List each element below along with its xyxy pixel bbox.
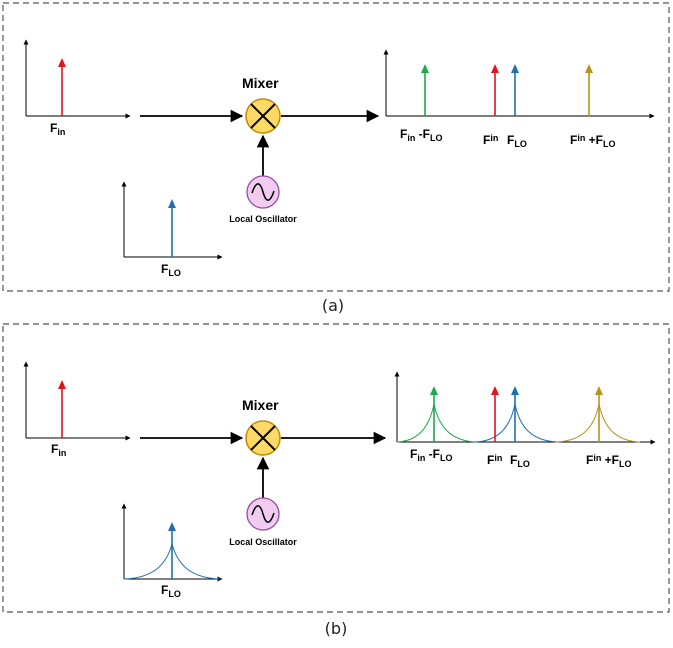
spike-arrowhead xyxy=(491,386,499,395)
fin-spike xyxy=(58,380,66,438)
oscillator-icon xyxy=(246,175,280,209)
sum-spike xyxy=(585,64,593,116)
diff-skirt xyxy=(396,403,477,443)
flo-output-label: FLO xyxy=(510,453,530,469)
fin-output-spike xyxy=(491,386,499,442)
fin-output-label: Fin xyxy=(483,133,498,147)
spike-arrowhead xyxy=(595,386,603,395)
panel-b-frame xyxy=(2,323,670,613)
panel-b-caption: (b) xyxy=(325,619,348,638)
fin-output-spike xyxy=(491,64,499,116)
panel-a-caption: (a) xyxy=(322,296,344,315)
mixer-icon xyxy=(245,98,281,134)
spike-arrowhead xyxy=(491,64,499,73)
flo-output-spike xyxy=(511,386,519,442)
mixer-label: Mixer xyxy=(242,397,279,413)
input-spectrum: Fin xyxy=(23,361,131,458)
flo-output-spike xyxy=(511,64,519,116)
sum-label: Fin +FLO xyxy=(586,453,632,469)
diff-spike xyxy=(430,386,438,442)
mixer-icon xyxy=(245,420,281,456)
spike-arrowhead xyxy=(58,58,66,67)
flo-spike xyxy=(168,522,176,579)
output-spectrum: Fin -FLO Fin FLO Fin +FLO xyxy=(383,49,655,149)
panel-a: Fin Mixer Local Oscillator FLO xyxy=(2,2,670,315)
spike-arrowhead xyxy=(430,386,438,395)
output-spectrum: Fin -FLO Fin FLO Fin +FLO xyxy=(394,371,656,469)
sum-spike xyxy=(595,386,603,442)
input-spectrum: Fin xyxy=(23,39,131,137)
panel-b: Fin Mixer Local Oscillator FLO xyxy=(2,323,670,638)
spike-arrowhead xyxy=(585,64,593,73)
diff-label: Fin -FLO xyxy=(410,447,453,463)
input-label: Fin xyxy=(50,121,65,137)
oscillator-label: Local Oscillator xyxy=(229,537,297,547)
lo-label: FLO xyxy=(161,583,181,599)
spike-arrowhead xyxy=(511,386,519,395)
lo-label: FLO xyxy=(161,262,181,278)
flo-output-skirt xyxy=(474,403,559,443)
sum-label: Fin +FLO xyxy=(570,133,616,149)
flo-spike xyxy=(168,199,176,257)
diff-label: Fin -FLO xyxy=(400,127,443,143)
oscillator-icon xyxy=(246,497,280,531)
lo-spectrum: FLO xyxy=(121,181,223,278)
fin-spike xyxy=(58,58,66,116)
spike-arrowhead xyxy=(511,64,519,73)
oscillator-label: Local Oscillator xyxy=(229,214,297,224)
flo-output-label: FLO xyxy=(507,133,527,149)
input-label: Fin xyxy=(51,442,66,458)
diff-spike xyxy=(421,64,429,116)
lo-spectrum: FLO xyxy=(121,503,223,599)
spike-arrowhead xyxy=(168,199,176,208)
spike-arrowhead xyxy=(168,522,176,531)
mixer-label: Mixer xyxy=(242,75,279,91)
spike-arrowhead xyxy=(58,380,66,389)
sum-skirt xyxy=(555,403,641,443)
fin-output-label: Fin xyxy=(487,453,502,467)
panel-a-frame xyxy=(2,2,670,292)
spike-arrowhead xyxy=(421,64,429,73)
